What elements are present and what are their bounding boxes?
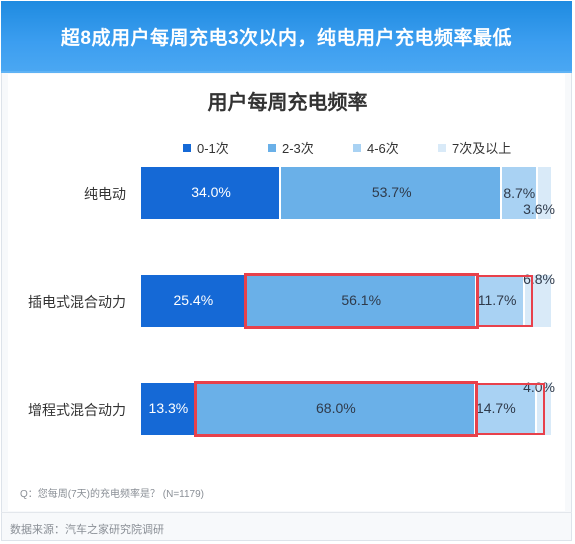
data-label: 11.7% <box>477 292 517 308</box>
bar-segment <box>141 167 282 219</box>
highlight-box <box>476 275 533 327</box>
legend-item: 7次及以上 <box>438 138 511 157</box>
bar-segment <box>524 275 553 327</box>
data-label: 13.3% <box>148 400 189 416</box>
legend-swatch <box>183 144 191 152</box>
data-label: 68.0% <box>316 400 356 416</box>
highlight-box <box>475 383 545 435</box>
legend-label: 4-6次 <box>367 141 399 156</box>
data-label: 56.1% <box>341 292 382 308</box>
bar-segment <box>538 167 553 219</box>
bar-segment <box>141 275 246 327</box>
legend-label: 2-3次 <box>282 141 314 156</box>
bar-segment <box>476 275 525 327</box>
title-banner: 超8成用户每周充电3次以内，纯电用户充电频率最低 <box>1 1 572 73</box>
bar-segment <box>195 383 476 435</box>
legend-label: 7次及以上 <box>452 141 512 156</box>
highlight-box <box>193 381 478 437</box>
footer-divider <box>1 512 572 513</box>
category-label: 纯电动 <box>84 186 126 202</box>
category-label: 增程式混合动力 <box>28 402 126 418</box>
bar-segment <box>536 383 553 435</box>
data-label: 14.7% <box>475 400 516 416</box>
data-label: 25.4% <box>173 292 214 308</box>
legend-swatch <box>353 144 361 152</box>
legend-item: 4-6次 <box>353 138 399 157</box>
bar-segment <box>475 383 537 435</box>
data-label: 8.7% <box>503 185 536 201</box>
legend-swatch <box>438 144 446 152</box>
highlight-box <box>243 273 479 329</box>
bar-segment <box>502 167 539 219</box>
data-source-note: 数据来源：汽车之家研究院调研 <box>10 524 164 536</box>
category-label: 插电式混合动力 <box>28 294 126 310</box>
chart-title: 用户每周充电频率 <box>207 92 368 114</box>
survey-question-note: Q：您每周(7天)的充电频率是？ (N=1179) <box>20 489 205 500</box>
legend-label: 0-1次 <box>197 141 229 156</box>
data-label: 53.7% <box>371 184 412 200</box>
bar-segment <box>245 275 477 327</box>
legend-item: 2-3次 <box>268 138 314 157</box>
banner-title: 超8成用户每周充电3次以内，纯电用户充电频率最低 <box>60 28 513 49</box>
data-label: 34.0% <box>191 184 231 200</box>
legend-item: 0-1次 <box>183 138 229 157</box>
data-label: 3.6% <box>523 201 555 217</box>
bar-segment <box>281 167 503 219</box>
legend-swatch <box>268 144 276 152</box>
